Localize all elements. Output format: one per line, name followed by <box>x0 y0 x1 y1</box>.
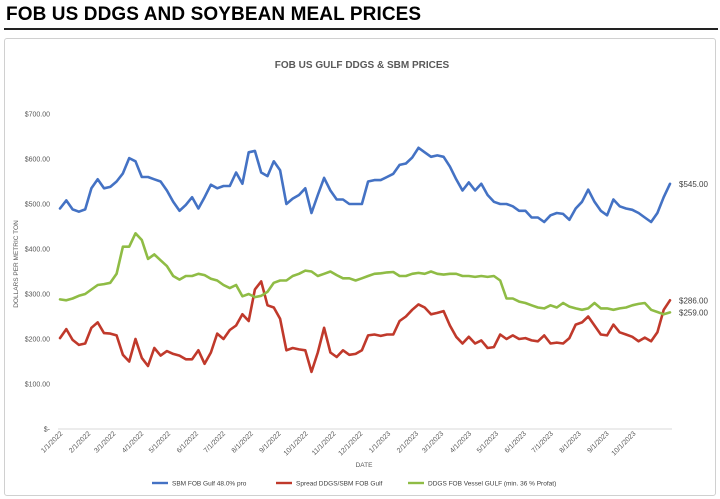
heading-divider <box>4 28 718 30</box>
x-tick-label: 1/1/2023 <box>368 430 392 454</box>
chart-legend: SBM FOB Gulf 48.0% pro Spread DDGS/SBM FO… <box>152 480 556 487</box>
x-tick-label: 6/1/2022 <box>176 430 200 454</box>
series-line-spread <box>58 280 672 374</box>
end-label-spread: $286.00 <box>679 296 708 305</box>
x-tick-label: 8/1/2022 <box>231 430 255 454</box>
series-line-sbm <box>58 146 672 224</box>
legend-label-sbm: SBM FOB Gulf 48.0% pro <box>172 480 247 487</box>
end-label-ddgs: $259.00 <box>679 308 708 317</box>
page-heading: FOB US DDGS AND SOYBEAN MEAL PRICES <box>6 4 422 25</box>
x-tick-label: 6/1/2023 <box>504 430 528 454</box>
chart-frame <box>4 38 716 496</box>
x-tick-label: 4/1/2022 <box>121 430 145 454</box>
legend-label-ddgs: DDGS FOB Vessel GULF (min. 36 % Profat) <box>428 480 556 487</box>
x-tick-label: 12/1/2022 <box>337 430 364 457</box>
series-line-ddgs <box>58 232 672 316</box>
x-tick-label: 5/1/2022 <box>148 430 172 454</box>
x-tick-label: 1/1/2022 <box>40 430 64 454</box>
end-label-sbm: $545.00 <box>679 180 708 189</box>
series-lines <box>58 146 672 374</box>
y-tick-label: $- <box>44 427 51 434</box>
x-tick-label: 3/1/2022 <box>93 430 117 454</box>
x-tick-label: 9/1/2023 <box>586 430 610 454</box>
legend-label-spread: Spread DDGS/SBM FOB Gulf <box>296 480 383 487</box>
y-tick-label: $700.00 <box>25 112 50 119</box>
y-tick-label: $400.00 <box>25 247 50 254</box>
x-tick-label: 8/1/2023 <box>559 430 583 454</box>
x-tick-label: 10/1/2022 <box>283 430 310 457</box>
x-tick-label: 4/1/2023 <box>449 430 473 454</box>
chart-title: FOB US GULF DDGS & SBM PRICES <box>275 60 450 71</box>
x-tick-label: 7/1/2023 <box>531 430 555 454</box>
x-tick-label: 7/1/2022 <box>203 430 227 454</box>
series-end-labels: $545.00 $286.00 $259.00 <box>679 180 708 318</box>
y-tick-label: $600.00 <box>25 157 50 164</box>
x-tick-label: 10/1/2023 <box>611 430 638 457</box>
y-axis-title: DOLLARS PER METRIC TON <box>13 220 20 308</box>
x-tick-label: 9/1/2022 <box>258 430 282 454</box>
x-tick-labels: 1/1/2022 2/1/2022 3/1/2022 4/1/2022 5/1/2022… <box>40 430 637 457</box>
x-tick-label: 2/1/2023 <box>396 430 420 454</box>
x-axis-title: DATE <box>356 462 374 469</box>
y-tick-label: $100.00 <box>25 382 50 389</box>
y-tick-labels: $- $100.00 $200.00 $300.00 $400.00 $500.00 $60… <box>25 112 51 434</box>
x-tick-label: 11/1/2022 <box>311 430 338 457</box>
x-tick-label: 5/1/2023 <box>476 430 500 454</box>
x-tick-label: 3/1/2023 <box>421 430 445 454</box>
y-tick-label: $200.00 <box>25 337 50 344</box>
x-tick-label: 2/1/2022 <box>68 430 92 454</box>
y-tick-label: $300.00 <box>25 292 50 299</box>
y-tick-label: $500.00 <box>25 202 50 209</box>
